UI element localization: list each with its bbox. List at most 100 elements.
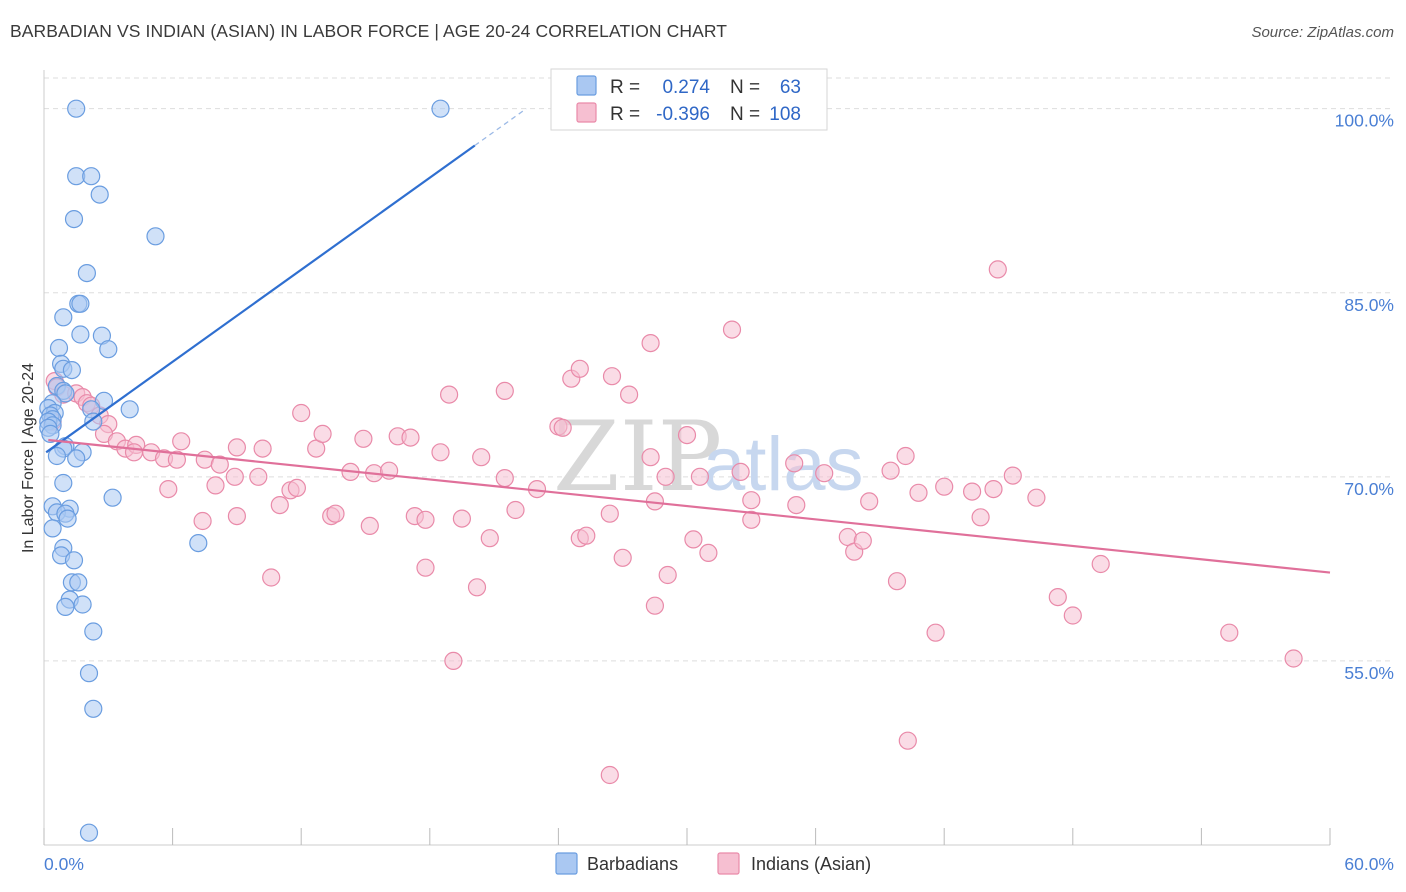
indian-asian-point bbox=[1091, 554, 1110, 574]
indian-asian-point bbox=[988, 260, 1007, 279]
barbadian-point bbox=[71, 294, 90, 313]
watermark-zip: ZIP bbox=[553, 401, 722, 513]
indian-asian-point bbox=[570, 359, 589, 378]
barbadian-point bbox=[99, 340, 118, 359]
indian-asian-point bbox=[253, 439, 272, 458]
indian-asian-point bbox=[360, 516, 379, 536]
indian-asian-point bbox=[227, 506, 246, 526]
indian-asian-point bbox=[785, 454, 804, 473]
barbadian-point bbox=[58, 509, 77, 528]
indian-asian-point bbox=[210, 455, 229, 474]
indian-asian-point bbox=[658, 565, 677, 585]
indian-asian-point bbox=[313, 424, 332, 443]
indian-asian-point bbox=[684, 530, 703, 549]
barbadian-point bbox=[71, 325, 90, 344]
legend-swatch-pink bbox=[576, 102, 597, 123]
indian-asian-point bbox=[472, 448, 491, 467]
chart-source: Source: ZipAtlas.com bbox=[1251, 24, 1394, 41]
barbadian-point bbox=[54, 473, 73, 493]
series-legend-swatch-indians bbox=[717, 852, 740, 875]
legend-n-value-pink: 108 bbox=[769, 104, 801, 125]
y-tick-label: 100.0% bbox=[1335, 111, 1394, 131]
indian-asian-point bbox=[195, 450, 214, 469]
legend-r-value-blue: 0.274 bbox=[662, 77, 710, 98]
x-tick-label-min: 0.0% bbox=[44, 854, 84, 874]
indian-asian-point bbox=[742, 491, 761, 510]
barbadian-point bbox=[94, 391, 114, 410]
barbadian-point bbox=[103, 488, 122, 507]
indian-asian-point bbox=[984, 480, 1003, 499]
indian-asian-point bbox=[641, 334, 660, 353]
x-ticks bbox=[43, 828, 1331, 845]
barbadian-point bbox=[84, 699, 103, 718]
indian-asian-point bbox=[787, 496, 806, 515]
legend-r-value-pink: -0.396 bbox=[656, 104, 710, 125]
indian-asian-point bbox=[815, 464, 834, 483]
indian-asian-point bbox=[193, 511, 212, 531]
correlation-legend: R = 0.274 N = 63 R = -0.396 N = 108 bbox=[550, 68, 828, 131]
indian-asian-point bbox=[249, 467, 268, 486]
barbadian-point bbox=[431, 99, 450, 118]
indian-asian-point bbox=[1284, 649, 1303, 668]
legend-swatch-blue bbox=[576, 75, 597, 96]
barbadian-point bbox=[67, 449, 86, 468]
barbadian-point bbox=[90, 185, 109, 204]
indian-asian-point bbox=[354, 429, 373, 448]
barbadian-point bbox=[54, 308, 73, 327]
indian-asian-point bbox=[613, 548, 632, 567]
indian-asian-point bbox=[225, 467, 244, 486]
y-tick-labels: 55.0% 70.0% 85.0% 100.0% bbox=[1335, 111, 1394, 683]
x-tick-label-max: 60.0% bbox=[1344, 854, 1394, 874]
legend-n-label-pink: N = bbox=[730, 104, 760, 125]
barbadian-point bbox=[84, 622, 103, 641]
indian-asian-point bbox=[926, 623, 945, 642]
indian-asian-point bbox=[167, 450, 186, 469]
indian-asian-point bbox=[159, 480, 178, 499]
indian-asian-point bbox=[699, 543, 718, 563]
indian-asian-point bbox=[292, 403, 311, 423]
indian-asian-point bbox=[600, 504, 619, 523]
legend-r-label-pink: R = bbox=[610, 104, 640, 125]
barbadian-point bbox=[67, 99, 86, 118]
indian-asian-point bbox=[270, 496, 289, 515]
y-tick-label: 70.0% bbox=[1344, 479, 1394, 499]
indian-asian-point bbox=[401, 428, 420, 447]
y-axis-label: In Labor Force | Age 20-24 bbox=[20, 363, 37, 553]
barbadian-point bbox=[49, 338, 69, 358]
barbadian-point bbox=[43, 519, 62, 538]
indian-asian-point bbox=[495, 469, 514, 488]
legend-n-value-blue: 63 bbox=[780, 77, 801, 98]
indian-asian-point bbox=[577, 526, 596, 545]
indian-asian-point bbox=[431, 443, 450, 462]
indian-asian-point bbox=[677, 426, 697, 445]
barbadian-point bbox=[56, 384, 75, 403]
indian-asian-point bbox=[641, 448, 660, 467]
series-legend-swatch-barbadians bbox=[555, 852, 578, 875]
chart-title: BARBADIAN VS INDIAN (ASIAN) IN LABOR FOR… bbox=[10, 21, 728, 41]
series-legend: Barbadians Indians (Asian) bbox=[555, 852, 871, 875]
indian-asian-point bbox=[602, 367, 622, 386]
trendlines bbox=[45, 108, 1331, 574]
barbadian-point bbox=[82, 167, 101, 186]
indian-asian-point bbox=[206, 476, 225, 495]
indian-asian-point bbox=[480, 529, 499, 548]
indian-asian-point bbox=[731, 462, 750, 481]
barbadian-point bbox=[56, 597, 75, 617]
barbadian-trendline-extension bbox=[474, 108, 527, 147]
indian-asian-point bbox=[898, 731, 917, 750]
indian-asian-trendline bbox=[48, 438, 1331, 574]
indian-asian-point bbox=[467, 578, 487, 597]
barbadian-trendline bbox=[45, 144, 476, 454]
barbadian-point bbox=[79, 823, 99, 842]
indian-asian-point bbox=[645, 596, 665, 615]
indian-asian-point bbox=[1003, 466, 1022, 485]
legend-box bbox=[550, 68, 828, 131]
barbadian-point bbox=[47, 446, 67, 466]
indian-asian-point bbox=[452, 509, 471, 528]
indian-asian-point bbox=[440, 385, 459, 404]
barbadian-point bbox=[73, 595, 92, 614]
barbadian-point bbox=[41, 424, 60, 443]
barbadian-point bbox=[189, 533, 208, 553]
